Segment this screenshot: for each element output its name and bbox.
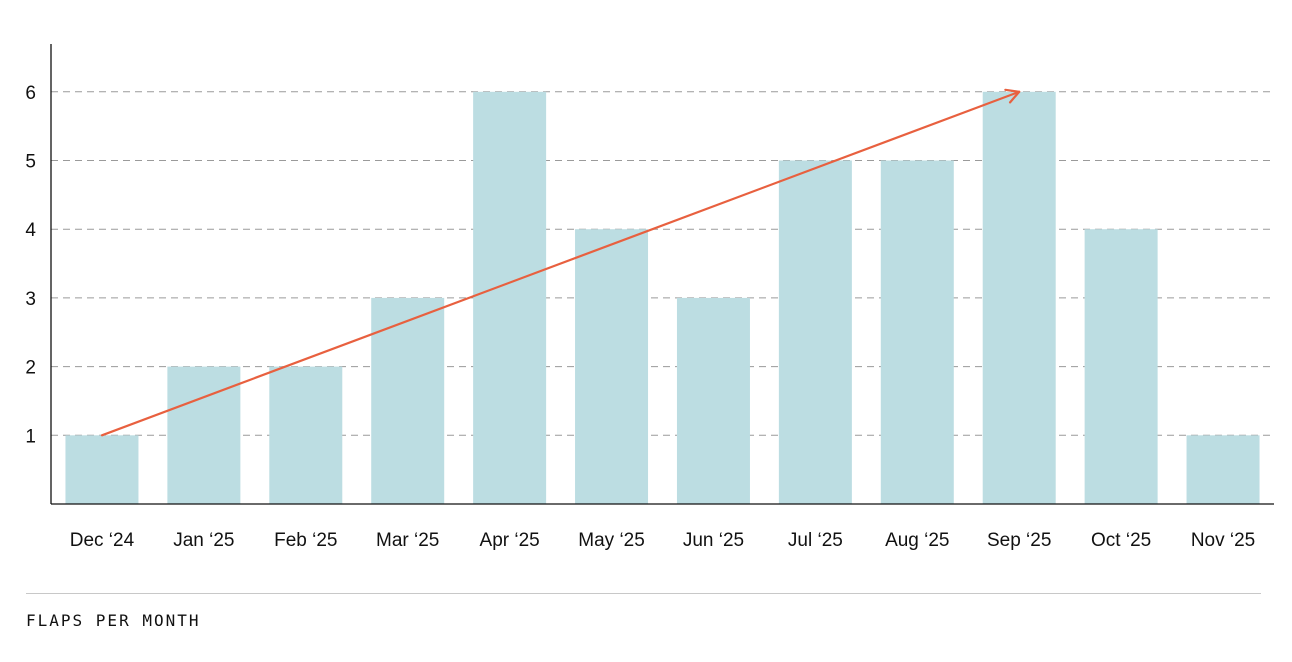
bar	[778, 160, 852, 504]
bar	[65, 435, 139, 504]
bar	[676, 297, 750, 504]
x-tick-label: Mar ‘25	[376, 530, 439, 551]
bar	[1186, 435, 1260, 504]
x-tick-label: Aug ‘25	[885, 530, 949, 551]
x-tick-label: Apr ‘25	[480, 530, 540, 551]
bar	[575, 229, 649, 504]
x-tick-label: Jan ‘25	[173, 530, 234, 551]
y-tick-label: 3	[25, 289, 36, 310]
trend-arrowhead	[1004, 88, 1021, 104]
bar	[982, 91, 1056, 505]
bar	[473, 91, 547, 505]
x-tick-label: Dec ‘24	[70, 530, 135, 551]
bar-chart: 1 2 3 4 5 6 Dec ‘24 Jan ‘25 Feb ‘25 Mar ‘25 Apr ‘…	[25, 44, 1274, 551]
bar	[1084, 229, 1158, 504]
x-tick-label: Jun ‘25	[683, 530, 744, 551]
x-tick-labels: Dec ‘24 Jan ‘25 Feb ‘25 Mar ‘25 Apr ‘25 May ‘…	[70, 530, 1256, 551]
bars	[65, 91, 1260, 505]
y-tick-label: 2	[25, 358, 36, 379]
trend-arrow	[100, 88, 1021, 437]
axes	[50, 44, 1274, 505]
x-tick-label: Jul ‘25	[788, 530, 843, 551]
x-tick-label: May ‘25	[578, 530, 645, 551]
y-tick-label: 1	[25, 426, 36, 447]
y-tick-label: 5	[25, 152, 36, 173]
trend-line	[100, 90, 1021, 437]
x-tick-label: Feb ‘25	[274, 530, 337, 551]
y-tick-label: 6	[25, 83, 36, 104]
y-tick-label: 4	[25, 220, 36, 241]
chart-caption: FLAPS PER MONTH	[26, 611, 201, 630]
x-tick-label: Nov ‘25	[1191, 530, 1255, 551]
bar	[880, 160, 954, 504]
caption-divider	[26, 593, 1261, 594]
bar	[269, 366, 343, 504]
x-tick-label: Oct ‘25	[1091, 530, 1151, 551]
bar	[371, 297, 445, 504]
bar	[167, 366, 241, 504]
x-tick-label: Sep ‘25	[987, 530, 1051, 551]
y-tick-labels: 1 2 3 4 5 6	[25, 83, 36, 447]
